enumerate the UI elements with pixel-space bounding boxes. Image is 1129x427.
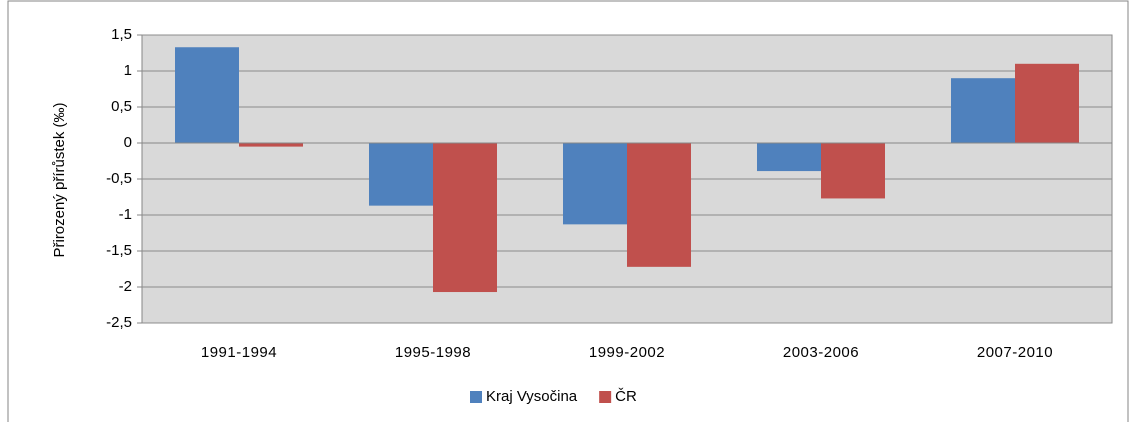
bar [175, 47, 239, 143]
legend-label: ČR [615, 388, 637, 405]
x-tick-label: 1995-1998 [395, 344, 471, 361]
y-tick-label: 1,5 [111, 26, 132, 43]
x-tick-label: 1991-1994 [201, 344, 277, 361]
bar [951, 78, 1015, 143]
y-tick-label: -0,5 [106, 170, 132, 187]
legend-swatch [470, 391, 482, 403]
y-tick-label: -2 [119, 278, 132, 295]
legend-label: Kraj Vysočina [486, 388, 578, 405]
bar [627, 143, 691, 267]
bar [821, 143, 885, 199]
y-axis-title: Přirozený přírůstek (‰) [51, 102, 68, 257]
y-tick-label: -1,5 [106, 242, 132, 259]
x-tick-label: 2003-2006 [783, 344, 859, 361]
x-tick-label: 1999-2002 [589, 344, 665, 361]
legend-swatch [599, 391, 612, 403]
y-tick-label: 0,5 [111, 98, 132, 115]
bar [563, 143, 627, 225]
y-tick-label: -1 [119, 206, 132, 223]
bar [757, 143, 821, 172]
y-tick-label: 0 [124, 134, 132, 151]
bar [433, 143, 497, 293]
y-tick-label: 1 [124, 62, 132, 79]
x-tick-label: 2007-2010 [977, 344, 1053, 361]
y-tick-label: -2,5 [106, 314, 132, 331]
bar [1015, 63, 1079, 143]
bar [239, 143, 303, 147]
bar [369, 143, 433, 206]
